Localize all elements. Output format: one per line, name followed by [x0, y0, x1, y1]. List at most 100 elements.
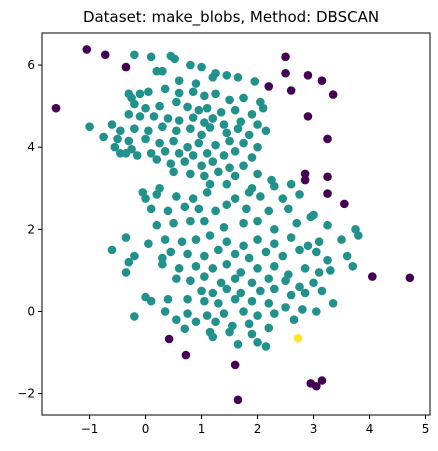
data-point — [144, 126, 153, 136]
data-point — [202, 311, 212, 320]
data-point — [124, 257, 134, 267]
axis-layer: −1 0 1 2 3 4 5 −2 0 2 4 6 — [17, 58, 429, 436]
data-point — [211, 140, 220, 150]
data-point — [222, 128, 232, 138]
data-point — [242, 204, 251, 214]
data-point — [205, 123, 215, 132]
data-point — [141, 103, 150, 113]
data-point — [146, 52, 156, 62]
data-point — [247, 296, 257, 306]
data-point — [300, 169, 310, 179]
data-point — [281, 68, 290, 78]
data-point — [172, 274, 181, 283]
data-point — [107, 245, 117, 255]
data-point — [186, 169, 195, 179]
data-point — [270, 262, 279, 271]
x-tick-label: 3 — [310, 422, 318, 436]
data-point — [239, 218, 248, 228]
data-point — [180, 324, 190, 334]
data-point — [247, 110, 257, 119]
data-point — [216, 278, 226, 288]
data-point — [202, 149, 212, 158]
data-point — [183, 294, 192, 304]
data-point — [222, 284, 232, 294]
data-point — [172, 192, 181, 201]
data-point — [188, 194, 198, 203]
data-point — [256, 192, 265, 201]
x-tick-label: 5 — [422, 422, 430, 436]
data-point — [222, 71, 232, 80]
data-point — [205, 179, 215, 189]
data-point — [295, 245, 304, 255]
points-layer — [51, 45, 415, 405]
data-point — [264, 82, 274, 91]
data-point — [230, 171, 240, 181]
data-point — [172, 315, 181, 325]
data-point — [264, 274, 274, 283]
data-point — [239, 138, 248, 148]
data-point — [261, 342, 271, 351]
data-point — [174, 76, 184, 85]
data-point — [230, 147, 240, 156]
data-point — [85, 122, 94, 131]
data-point — [208, 157, 218, 166]
data-point — [230, 249, 240, 259]
x-tick-label: 0 — [142, 422, 150, 436]
data-point — [116, 126, 125, 136]
x-tick-label: 1 — [198, 422, 206, 436]
data-point — [180, 202, 190, 212]
data-point — [135, 89, 145, 99]
data-point — [146, 204, 156, 214]
data-point — [264, 206, 274, 216]
data-point — [200, 251, 209, 261]
x-tick-label: 2 — [254, 422, 262, 436]
data-point — [258, 103, 268, 113]
data-point — [230, 360, 240, 370]
data-point — [183, 142, 192, 152]
data-point — [191, 79, 201, 88]
data-point — [152, 220, 162, 230]
data-point — [317, 376, 327, 385]
data-point — [253, 169, 262, 179]
data-point — [174, 116, 184, 125]
data-point — [303, 71, 313, 80]
data-point — [253, 338, 262, 347]
data-point — [144, 239, 153, 249]
y-tick-label: 6 — [27, 58, 35, 72]
data-point — [124, 136, 134, 146]
data-point — [233, 73, 243, 82]
data-point — [225, 163, 234, 173]
data-point — [340, 199, 349, 209]
data-point — [181, 350, 191, 360]
data-point — [186, 60, 195, 70]
plot-frame — [41, 32, 431, 416]
data-point — [211, 317, 220, 327]
data-point — [200, 171, 209, 181]
data-point — [253, 120, 262, 129]
data-point — [278, 251, 288, 261]
data-point — [214, 245, 223, 255]
data-point — [208, 114, 218, 123]
data-point — [264, 298, 274, 308]
data-point — [216, 107, 226, 117]
data-point — [256, 286, 265, 296]
data-point — [303, 112, 313, 121]
data-point — [219, 222, 229, 232]
data-point — [169, 167, 178, 177]
data-point — [219, 309, 229, 318]
data-point — [233, 340, 243, 349]
data-point — [222, 200, 232, 209]
data-point — [144, 87, 153, 97]
data-point — [174, 149, 184, 158]
data-point — [314, 268, 324, 277]
data-point — [163, 114, 173, 123]
data-point — [183, 102, 192, 112]
data-point — [82, 45, 92, 54]
data-point — [158, 122, 167, 131]
data-point — [309, 278, 318, 288]
data-point — [233, 395, 243, 405]
data-point — [286, 290, 296, 300]
data-point — [323, 189, 332, 198]
data-point — [317, 76, 327, 85]
